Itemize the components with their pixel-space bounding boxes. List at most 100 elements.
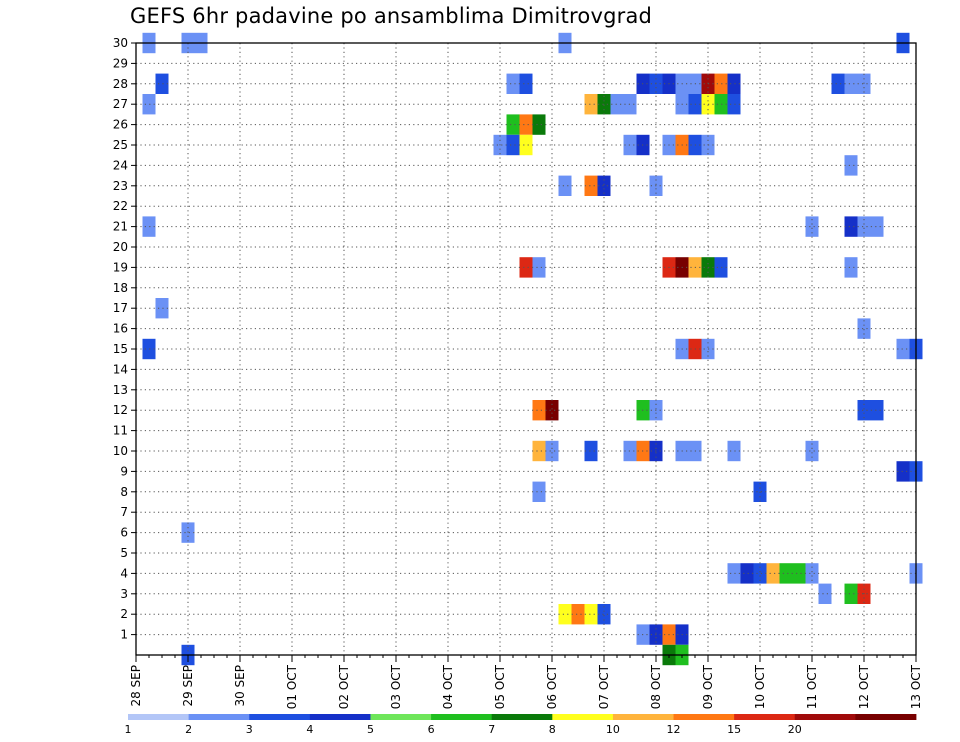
heatmap-cells (142, 32, 923, 666)
x-tick-label: 01 OCT (285, 664, 299, 709)
x-tick-label: 12 OCT (857, 664, 871, 709)
y-tick-label: 28 (113, 77, 128, 91)
y-tick-label: 6 (120, 526, 128, 540)
y-tick-label: 13 (113, 383, 128, 397)
colorbar-swatch (673, 714, 735, 720)
heatmap-cell (753, 563, 767, 584)
heatmap-cell (532, 440, 546, 462)
heatmap-cell (532, 114, 546, 135)
heatmap-cell (545, 400, 559, 421)
y-tick-label: 20 (113, 240, 128, 254)
heatmap-cell (519, 257, 533, 278)
heatmap-cell (597, 94, 611, 115)
heatmap-cell (844, 216, 858, 237)
heatmap-cell (870, 216, 884, 237)
y-tick-label: 21 (113, 220, 128, 234)
x-tick-label: 05 OCT (493, 664, 507, 709)
x-tick-label: 28 SEP (129, 665, 143, 707)
heatmap-cell (597, 604, 611, 625)
heatmap-cell (727, 563, 741, 584)
x-tick-label: 02 OCT (337, 664, 351, 709)
heatmap-cell (714, 73, 728, 94)
x-tick-label: 13 OCT (909, 664, 923, 709)
y-tick-label: 25 (113, 138, 128, 152)
colorbar-swatch (309, 714, 371, 720)
colorbar-swatch (431, 714, 493, 720)
heatmap-cell (584, 440, 598, 462)
heatmap-cell (792, 563, 806, 584)
y-tick-label: 3 (120, 587, 128, 601)
x-tick-label: 29 SEP (181, 665, 195, 707)
y-tick-label: 8 (120, 485, 128, 499)
colorbar-label: 15 (727, 723, 741, 736)
y-tick-label: 7 (120, 505, 128, 519)
y-tick-label: 4 (120, 566, 128, 580)
heatmap-cell (584, 94, 598, 115)
heatmap-cell (532, 400, 546, 421)
heatmap-cell (714, 257, 728, 278)
x-tick-label: 04 OCT (441, 664, 455, 709)
heatmap-cell (857, 318, 871, 339)
heatmap-cell (142, 94, 156, 115)
y-tick-label: 5 (120, 546, 128, 560)
y-tick-label: 17 (113, 301, 128, 315)
colorbar-swatch (370, 714, 432, 720)
x-tick-label: 06 OCT (545, 664, 559, 709)
x-tick-label: 08 OCT (649, 664, 663, 709)
colorbar-label: 7 (488, 723, 495, 736)
heatmap-cell (584, 604, 598, 625)
heatmap-cell (896, 338, 910, 360)
colorbar-swatch (128, 714, 190, 720)
chart-title: GEFS 6hr padavine po ansamblima Dimitrov… (130, 4, 653, 28)
heatmap-cell (818, 583, 832, 604)
y-tick-label: 23 (113, 179, 128, 193)
heatmap-cell (766, 563, 780, 584)
heatmap-cell (506, 134, 520, 156)
heatmap-cell (779, 563, 793, 584)
y-tick-label: 22 (113, 199, 128, 213)
colorbar-swatch (249, 714, 311, 720)
colorbar-label: 3 (246, 723, 253, 736)
heatmap-cell (506, 73, 520, 94)
heatmap-cell (519, 73, 533, 94)
heatmap-cell (753, 481, 767, 502)
heatmap-cell (870, 400, 884, 421)
heatmap-cell (558, 175, 572, 196)
heatmap-cell (584, 175, 598, 196)
y-tick-label: 30 (113, 36, 128, 50)
heatmap-cell (740, 563, 754, 584)
heatmap-cell (155, 73, 169, 94)
heatmap-cell (844, 73, 858, 94)
heatmap-cell (142, 338, 156, 360)
heatmap-cell (532, 257, 546, 278)
colorbar-label: 6 (428, 723, 435, 736)
y-tick-label: 27 (113, 97, 128, 111)
colorbar-label: 4 (306, 723, 313, 736)
y-tick-label: 1 (120, 628, 128, 642)
x-tick-label: 03 OCT (389, 664, 403, 709)
colorbar-swatch (552, 714, 614, 720)
colorbar-swatch (794, 714, 856, 720)
colorbar-label: 2 (185, 723, 192, 736)
colorbar-swatch (612, 714, 674, 720)
heatmap-cell (727, 440, 741, 462)
heatmap-cell (844, 583, 858, 604)
y-tick-label: 19 (113, 260, 128, 274)
y-tick-label: 12 (113, 403, 128, 417)
colorbar-label: 5 (367, 723, 374, 736)
colorbar: 1 2 3 4 5 6 7 8 10 12 15 20 (125, 714, 917, 736)
x-tick-label: 10 OCT (753, 664, 767, 709)
y-tick-label: 16 (113, 322, 128, 336)
y-tick-label: 14 (113, 362, 128, 376)
y-tick-label: 9 (120, 464, 128, 478)
colorbar-label: 20 (788, 723, 802, 736)
colorbar-label: 1 (125, 723, 132, 736)
colorbar-label: 8 (549, 723, 556, 736)
heatmap-cell (805, 440, 819, 462)
x-tick-label: 07 OCT (597, 664, 611, 709)
colorbar-swatch (855, 714, 917, 720)
heatmap-cell (571, 604, 585, 625)
colorbar-label: 12 (667, 723, 681, 736)
heatmap-cell (545, 440, 559, 462)
